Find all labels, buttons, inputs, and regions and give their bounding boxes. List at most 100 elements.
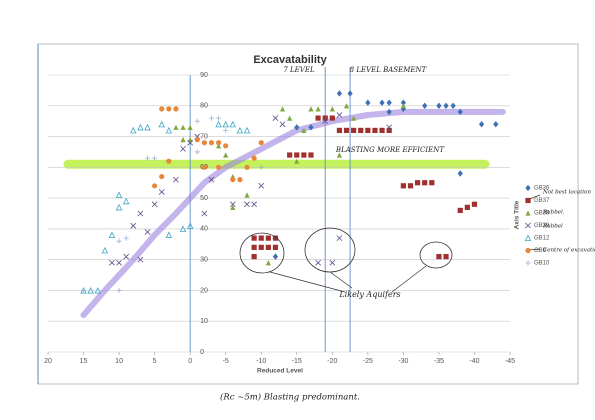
y-tick-label: 40	[200, 226, 208, 233]
point	[201, 164, 207, 170]
x-tick-label: 15	[80, 358, 88, 365]
y-tick-label: 70	[200, 133, 208, 140]
point	[329, 259, 336, 266]
point	[457, 207, 463, 214]
point	[400, 103, 406, 109]
point	[336, 152, 343, 158]
point	[251, 155, 257, 161]
point	[422, 180, 428, 186]
legend-marker	[525, 247, 531, 254]
legend-marker	[525, 210, 531, 216]
point	[251, 244, 257, 250]
x-tick-label: -35	[434, 358, 444, 365]
point	[372, 127, 378, 133]
point	[301, 152, 307, 158]
x-tick-label: 10	[115, 358, 123, 365]
point	[457, 108, 463, 116]
point	[457, 170, 463, 177]
legend-label: GB37	[534, 198, 550, 204]
y-tick-label: 30	[200, 257, 208, 264]
point	[158, 189, 165, 195]
point	[122, 197, 130, 205]
point	[244, 164, 250, 170]
x-tick-label: -10	[256, 358, 266, 365]
point	[400, 105, 406, 113]
point	[258, 244, 264, 250]
point	[215, 140, 222, 146]
point	[315, 106, 321, 112]
point	[144, 155, 151, 161]
point	[258, 140, 264, 146]
point	[244, 192, 250, 198]
point	[301, 127, 307, 133]
annotation: 8 LEVEL BASEMENT	[350, 66, 428, 74]
point	[180, 124, 186, 130]
point	[308, 152, 314, 158]
point	[415, 180, 421, 186]
point	[201, 140, 207, 146]
point	[180, 137, 186, 143]
legend-label: GB12	[534, 236, 550, 242]
point	[251, 253, 257, 260]
legend-marker	[525, 197, 531, 204]
aquifer-circle	[419, 241, 453, 269]
point	[186, 222, 194, 229]
point	[223, 143, 229, 149]
point	[258, 182, 265, 189]
point	[144, 229, 151, 235]
legend-marker	[524, 234, 532, 241]
point	[244, 201, 250, 208]
legend-marker	[525, 184, 531, 192]
legend-marker	[525, 260, 531, 266]
point	[137, 123, 144, 131]
point	[101, 246, 109, 254]
annotation: Rubbel	[542, 224, 563, 230]
point	[215, 120, 222, 128]
point	[137, 210, 144, 217]
point	[165, 231, 173, 239]
point	[450, 102, 456, 109]
point	[436, 253, 442, 260]
point	[230, 177, 236, 183]
point	[94, 286, 102, 294]
point	[116, 259, 122, 266]
point	[194, 118, 200, 124]
y-tick-label: 10	[200, 318, 208, 325]
point	[322, 118, 329, 125]
point	[386, 108, 392, 116]
point	[287, 152, 293, 158]
annotation: (Rc ~5m) Blasting predominant.	[220, 392, 360, 403]
point	[386, 124, 393, 131]
legend-label: GB9	[534, 248, 547, 254]
point	[152, 183, 158, 189]
point	[347, 90, 353, 97]
point	[159, 106, 165, 112]
legend-label: GB38	[534, 211, 550, 217]
point	[87, 286, 94, 294]
chart-frame	[37, 43, 579, 385]
aquifer-circle	[239, 232, 285, 274]
point	[194, 137, 200, 143]
point	[351, 127, 357, 133]
point	[201, 210, 208, 217]
point	[265, 260, 271, 266]
plot-area: 010203040506070809020151050-5-10-15-20-2…	[44, 67, 515, 365]
point	[272, 244, 279, 250]
x-tick-label: 5	[153, 358, 157, 365]
point	[407, 183, 414, 189]
point	[336, 127, 343, 133]
point	[208, 140, 215, 146]
point	[215, 115, 222, 121]
point	[151, 201, 158, 208]
legend-label: GB10	[534, 261, 550, 267]
point	[222, 120, 229, 128]
point	[294, 158, 300, 164]
point	[208, 115, 215, 121]
point	[115, 203, 123, 211]
y-axis-title: Axis Title	[514, 200, 521, 229]
x-tick-label: -25	[363, 358, 373, 365]
point	[272, 253, 279, 260]
point	[365, 127, 371, 133]
y-tick-label: 50	[200, 195, 208, 202]
